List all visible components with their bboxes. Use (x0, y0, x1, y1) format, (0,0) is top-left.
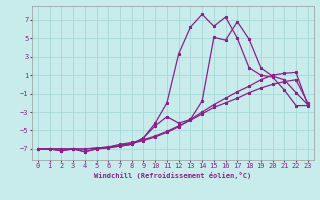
X-axis label: Windchill (Refroidissement éolien,°C): Windchill (Refroidissement éolien,°C) (94, 172, 252, 179)
